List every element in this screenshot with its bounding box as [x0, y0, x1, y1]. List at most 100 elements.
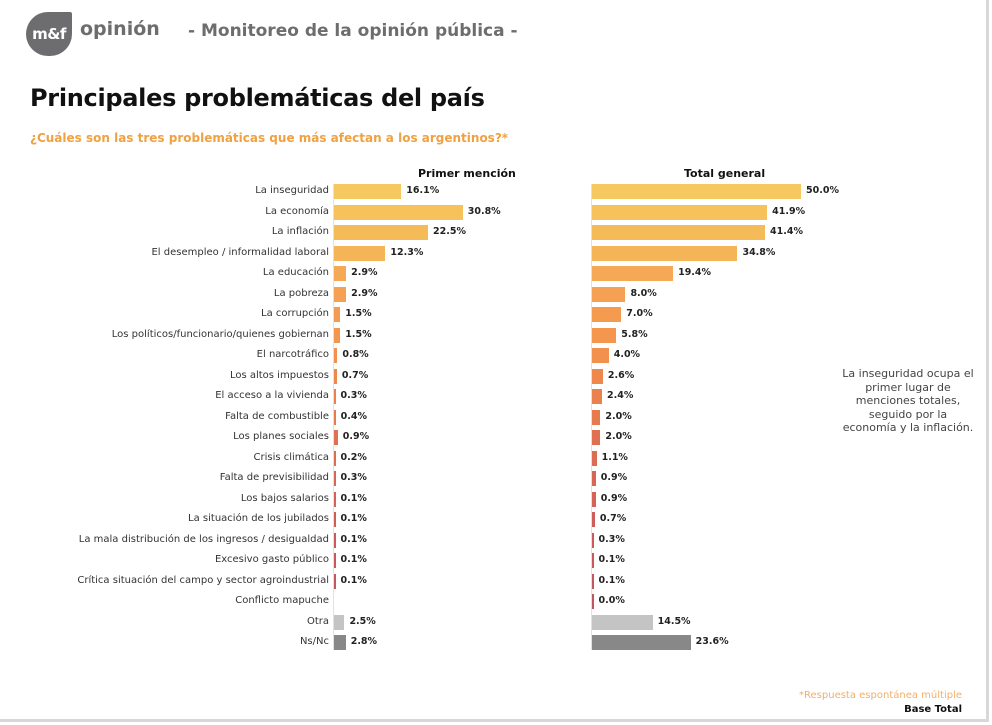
- data-label: 0.7%: [599, 513, 627, 524]
- bar-total-general: [592, 225, 766, 240]
- category-label: La corrupción: [261, 308, 329, 319]
- bar-primer-mencion: [334, 471, 336, 486]
- data-label: 0.1%: [340, 554, 367, 565]
- data-label: 0.9%: [342, 431, 370, 442]
- logo: m&f: [26, 12, 72, 56]
- category-label: Ns/Nc: [299, 636, 329, 647]
- bar-total-general: [592, 553, 594, 568]
- bar-primer-mencion: [334, 368, 337, 384]
- bar-total-general: [592, 286, 626, 302]
- data-label: 1.1%: [601, 451, 628, 463]
- data-label: 0.1%: [598, 554, 625, 565]
- bar-primer-mencion: [334, 225, 429, 240]
- category-label: Los políticos/funcionario/quienes gobier…: [111, 328, 329, 340]
- data-label: 30.8%: [467, 205, 501, 217]
- category-label: El acceso a la vivienda: [215, 390, 329, 401]
- bar-total-general: [592, 204, 768, 220]
- data-label: 0.1%: [598, 574, 625, 586]
- bar-total-general: [592, 450, 597, 466]
- category-label: La inflación: [271, 226, 329, 237]
- bar-total-general: [592, 348, 609, 363]
- data-label: 1.5%: [345, 328, 372, 340]
- data-label: 41.4%: [770, 226, 804, 237]
- bar-primer-mencion: [334, 409, 336, 425]
- data-label: 0.1%: [340, 492, 367, 504]
- bar-total-general: [592, 573, 594, 589]
- bar-primer-mencion: [334, 553, 336, 568]
- bar-primer-mencion: [334, 450, 336, 466]
- data-label: 2.0%: [605, 410, 632, 422]
- bar-total-general: [592, 327, 617, 343]
- bar-primer-mencion: [334, 327, 341, 343]
- bar-primer-mencion: [334, 348, 338, 363]
- axis-line: [333, 184, 334, 650]
- category-label: Crítica situación del campo y sector agr…: [77, 574, 329, 586]
- data-label: 0.3%: [598, 533, 625, 545]
- category-label: Los planes sociales: [233, 431, 329, 442]
- data-label: 2.5%: [349, 615, 376, 627]
- insight-note: La inseguridad ocupa el primer lugar de …: [842, 367, 974, 434]
- base-label: Base Total: [904, 704, 962, 715]
- data-label: 0.3%: [340, 472, 367, 483]
- bar-primer-mencion: [334, 573, 336, 589]
- category-label: La situación de los jubilados: [188, 513, 329, 524]
- page-title: Principales problemáticas del país: [30, 84, 485, 112]
- category-label: La economía: [265, 205, 329, 217]
- brand-name: opinión: [80, 18, 160, 40]
- data-label: 2.8%: [350, 636, 378, 647]
- bar-primer-mencion: [334, 204, 463, 220]
- bar-primer-mencion: [334, 491, 336, 507]
- category-label: La mala distribución de los ingresos / d…: [78, 533, 329, 545]
- series-title-primer-mencion: Primer mención: [418, 167, 516, 180]
- bar-primer-mencion: [334, 245, 386, 261]
- data-label: 0.0%: [598, 595, 625, 606]
- data-label: 0.8%: [342, 349, 369, 360]
- category-label: Los altos impuestos: [229, 369, 329, 381]
- data-label: 50.0%: [806, 185, 839, 196]
- category-label: El narcotráfico: [256, 349, 329, 360]
- data-label: 19.4%: [678, 267, 712, 278]
- data-label: 0.1%: [340, 574, 367, 586]
- category-label: La pobreza: [273, 287, 329, 299]
- data-label: 7.0%: [626, 308, 653, 319]
- data-label: 2.0%: [605, 431, 632, 442]
- bar-total-general: [592, 409, 601, 425]
- bar-primer-mencion: [334, 532, 336, 548]
- data-label: 2.6%: [607, 369, 635, 381]
- bar-total-general: [592, 635, 691, 650]
- bar-primer-mencion: [334, 512, 336, 527]
- category-label: Excesivo gasto público: [214, 554, 329, 565]
- data-label: 0.9%: [600, 492, 628, 504]
- bar-total-general: [592, 245, 738, 261]
- data-label: 14.5%: [657, 615, 691, 627]
- axis-line: [591, 184, 592, 650]
- data-label: 0.3%: [340, 390, 367, 401]
- bar-total-general: [592, 512, 595, 527]
- category-label: Los bajos salarios: [240, 492, 329, 504]
- data-label: 2.9%: [351, 287, 378, 299]
- category-label: Falta de combustible: [225, 410, 329, 422]
- category-label: Crisis climática: [253, 451, 330, 463]
- bar-primer-mencion: [334, 307, 341, 322]
- data-label: 16.1%: [406, 185, 440, 196]
- survey-question: ¿Cuáles son las tres problemáticas que m…: [30, 131, 509, 145]
- bar-total-general: [592, 471, 596, 486]
- data-label: 0.1%: [340, 513, 367, 524]
- data-label: 41.9%: [772, 205, 806, 217]
- bar-primer-mencion: [334, 430, 338, 445]
- logo-text: m&f: [32, 25, 66, 43]
- page-border: [0, 719, 989, 722]
- data-label: 0.4%: [340, 410, 368, 422]
- bar-primer-mencion: [334, 286, 347, 302]
- data-label: 2.4%: [607, 390, 634, 401]
- bar-total-general: [592, 594, 594, 609]
- bar-total-general: [592, 430, 601, 445]
- bar-primer-mencion: [334, 184, 402, 199]
- bar-total-general: [592, 368, 603, 384]
- bar-total-general: [592, 491, 596, 507]
- bar-total-general: [592, 614, 653, 630]
- bar-primer-mencion: [334, 614, 345, 630]
- bar-primer-mencion: [334, 635, 346, 650]
- data-label: 1.5%: [345, 308, 372, 319]
- data-label: 4.0%: [613, 349, 641, 360]
